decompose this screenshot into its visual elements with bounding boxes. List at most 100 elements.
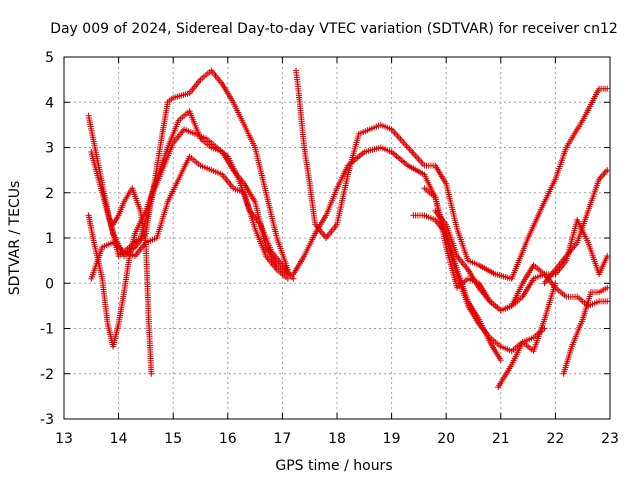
data-point-group	[142, 239, 152, 321]
x-axis: 13 14 15 16 17 18 19 20 21 22 23	[55, 57, 619, 447]
x-tick-label: 22	[546, 431, 564, 447]
series-trace-13	[541, 167, 611, 287]
series-trace-6	[293, 67, 611, 282]
chart-title: Day 009 of 2024, Sidereal Day-to-day VTE…	[50, 21, 618, 37]
data-point-group	[208, 167, 224, 177]
data-point-group	[495, 363, 514, 391]
data-point	[284, 275, 291, 282]
data-point-group	[301, 144, 313, 185]
data-point	[604, 85, 611, 92]
data-point-group	[465, 266, 481, 289]
data-point-group	[110, 214, 121, 228]
data-point-group	[137, 207, 149, 244]
data-point	[552, 280, 559, 287]
data-point-group	[293, 67, 302, 94]
data-point-group	[454, 225, 471, 262]
data-point-group	[252, 225, 269, 257]
data-point-group	[159, 101, 171, 137]
data-point-group	[129, 185, 143, 212]
data-point-group	[508, 282, 525, 309]
data-point-group	[574, 210, 591, 246]
data-point-group	[519, 277, 536, 300]
data-point-group	[230, 99, 247, 126]
data-point-group	[454, 266, 471, 303]
y-tick-label: -2	[40, 367, 54, 383]
data-point-group	[164, 178, 181, 205]
data-point-group	[115, 200, 127, 219]
data-point-group	[405, 162, 426, 177]
data-point-group	[263, 244, 279, 267]
x-axis-label: GPS time / hours	[275, 458, 392, 474]
data-point-group	[186, 78, 203, 97]
data-point-group	[585, 239, 602, 276]
series-trace-12	[560, 284, 611, 377]
data-point-group	[230, 185, 245, 195]
data-point-group	[525, 200, 547, 241]
data-point-group	[508, 237, 531, 282]
data-point-group	[541, 268, 557, 287]
data-point-group	[563, 241, 579, 260]
data-point-group	[170, 90, 191, 101]
data-point-group	[563, 119, 585, 151]
data-point-group	[121, 255, 133, 296]
y-tick-label: 5	[45, 50, 54, 66]
data-point-group	[454, 277, 470, 291]
data-point-group	[241, 121, 258, 149]
data-point-group	[530, 318, 547, 355]
data-point-group	[443, 221, 460, 257]
x-tick-label: 21	[492, 431, 510, 447]
data-point	[604, 167, 611, 174]
data-point-group	[585, 178, 602, 214]
x-tick-label: 18	[328, 431, 346, 447]
data-point	[148, 370, 155, 377]
data-point-group	[273, 235, 291, 271]
data-point-group	[377, 121, 393, 132]
data-point-group	[421, 185, 437, 199]
data-point-group	[197, 162, 213, 173]
data-point-group	[486, 298, 502, 312]
data-point-group	[334, 164, 350, 192]
data-point-group	[476, 284, 492, 303]
data-point-group	[465, 302, 481, 326]
data-point-group	[432, 162, 449, 185]
data-point-group	[361, 145, 382, 155]
x-tick-label: 17	[273, 431, 291, 447]
data-point-group	[219, 171, 235, 190]
data-point-group	[568, 318, 585, 350]
data-point-group	[377, 144, 393, 155]
data-point-group	[519, 339, 535, 353]
data-point-group	[192, 130, 207, 141]
data-point	[604, 284, 611, 291]
data-point-group	[252, 144, 269, 194]
y-tick-label: 1	[45, 231, 54, 247]
data-point-group	[290, 254, 307, 278]
data-point-group	[99, 189, 116, 235]
series-trace-7	[290, 144, 548, 355]
data-point-group	[596, 285, 609, 296]
data-point-group	[552, 254, 568, 273]
data-point-group	[306, 180, 318, 226]
data-point-group	[366, 122, 382, 133]
data-point-group	[99, 275, 111, 325]
x-tick-label: 20	[437, 431, 455, 447]
y-axis-label: SDTVAR / TECUs	[7, 181, 23, 296]
y-axis: -3 -2 -1 0 1 2 3 4 5	[40, 50, 610, 428]
data-point-group	[344, 133, 362, 178]
data-point-group	[203, 135, 219, 149]
data-point-group	[465, 257, 480, 268]
data-point-group	[110, 239, 126, 254]
data-point-group	[159, 142, 176, 174]
y-tick-label: 4	[45, 95, 54, 111]
data-point-group	[579, 87, 602, 124]
data-point-group	[175, 155, 192, 183]
data-point-group	[257, 221, 274, 253]
data-point-group	[388, 149, 410, 168]
data-point-group	[497, 303, 513, 314]
data-point-group	[465, 298, 481, 321]
y-tick-label: 0	[45, 276, 54, 292]
data-point-group	[443, 230, 460, 271]
data-point-group	[552, 146, 569, 183]
data-point-group	[519, 264, 536, 287]
data-point-group	[344, 150, 366, 169]
data-point-group	[142, 196, 154, 237]
